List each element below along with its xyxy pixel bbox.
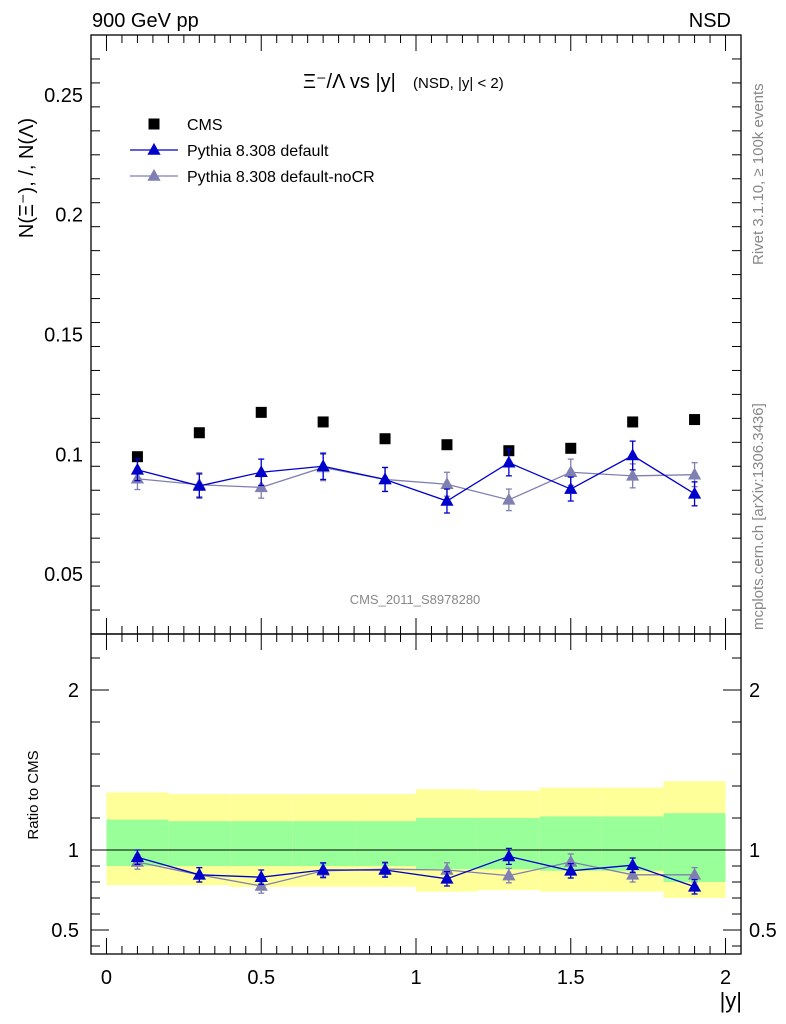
side-label-top: Rivet 3.1.10, ≥ 100k events [750,83,767,265]
ratio-nocr-point [502,868,516,881]
cms-point [379,433,391,445]
main-y-axis-label: N(Ξ⁻), /, N(Λ) [16,118,38,238]
main-title: Ξ⁻/Λ vs |y| [303,71,396,93]
legend-label: Pythia 8.308 default-noCR [187,169,375,186]
main-default-point [687,486,702,499]
main-default-point [130,462,145,475]
ratio-y-tick-label-left: 2 [68,680,79,702]
main-default-line [137,454,695,502]
side-label-bottom: mcplots.cern.ch [arXiv:1306.3436] [750,403,767,630]
legend-label: CMS [187,117,223,134]
cms-point [131,451,143,463]
main-nocr-point [502,492,516,505]
header-left: 900 GeV pp [92,10,199,32]
main-nocr-point [626,468,640,481]
ratio-y-tick-label-right: 1 [749,840,760,862]
main-default-point [626,448,640,461]
main-default-point [564,481,578,494]
main-default-point [316,459,330,472]
ratio-default-point [502,849,516,862]
main-default-point [192,478,206,491]
cms-point [689,414,701,426]
data-series [130,406,702,895]
cms-point [255,406,267,418]
main-y-tick-label: 0.25 [44,85,83,107]
band-inner-segment [168,821,231,866]
band-inner-segment [354,821,416,866]
x-tick-label: 1.5 [557,967,585,989]
band-inner-segment [416,818,478,870]
analysis-watermark: CMS_2011_S8978280 [350,592,481,607]
x-axis-label: |y| [720,988,742,1013]
ratio-nocr-point [626,867,640,880]
ratio-default-point [564,863,578,876]
ratio-default-point [316,862,330,875]
main-nocr-point [440,477,454,490]
main-nocr-point [687,467,702,480]
cms-point [317,416,329,428]
main-subtitle: (NSD, |y| < 2) [413,75,504,92]
ratio-default-point [687,879,702,892]
cms-point [193,427,205,439]
ratio-default-line [137,855,695,888]
x-tick-label: 0.5 [247,967,275,989]
axis-ticks: 0 0.5 1 1.5 2 0.05 0.1 0.15 0.2 0.25 0.5 0.5 1 1 2 2 [44,34,777,989]
ratio-default-point [130,850,145,862]
main-nocr-point [254,480,268,493]
main-nocr-line [137,466,695,501]
ratio-nocr-point [564,854,578,867]
ratio-nocr-point [687,867,702,880]
legend-label: Pythia 8.308 default [187,143,329,160]
ratio-nocr-point [440,862,454,875]
main-default-point [440,493,454,506]
main-y-tick-label: 0.15 [44,325,83,347]
main-y-tick-label: 0.1 [55,444,83,466]
main-default-point [378,472,392,485]
band-inner-segment [292,821,355,866]
ratio-default-point [440,871,454,884]
main-y-tick-label: 0.2 [55,205,83,227]
ratio-y-axis-label: Ratio to CMS [25,750,42,839]
cms-point [565,442,577,454]
ratio-y-tick-label-right: 2 [749,680,760,702]
header-right: NSD [689,10,731,32]
legend: CMS Pythia 8.308 default Pythia 8.308 defa… [130,117,375,186]
main-default-point [254,465,268,478]
main-y-tick-label: 0.05 [44,564,83,586]
main-nocr-point [564,465,578,478]
legend-nocr-marker [147,168,161,181]
band-inner-segment [230,821,293,866]
ratio-default-point [192,867,206,880]
x-tick-label: 1 [410,967,421,989]
x-tick-label: 2 [720,967,731,989]
main-default-point [502,455,516,468]
legend-cms-marker [148,118,160,130]
ratio-default-point [378,862,392,875]
main-title-group: Ξ⁻/Λ vs |y| (NSD, |y| < 2) [303,71,504,93]
ratio-y-tick-label-right: 0.5 [749,920,777,942]
ratio-default-point [254,870,268,882]
ratio-default-point [626,858,640,870]
legend-default-marker [147,142,161,155]
cms-point [441,439,453,451]
x-tick-label: 0 [101,967,112,989]
cms-point [627,416,639,428]
ratio-y-tick-label-left: 1 [68,840,79,862]
ratio-y-tick-label-left: 0.5 [51,920,79,942]
